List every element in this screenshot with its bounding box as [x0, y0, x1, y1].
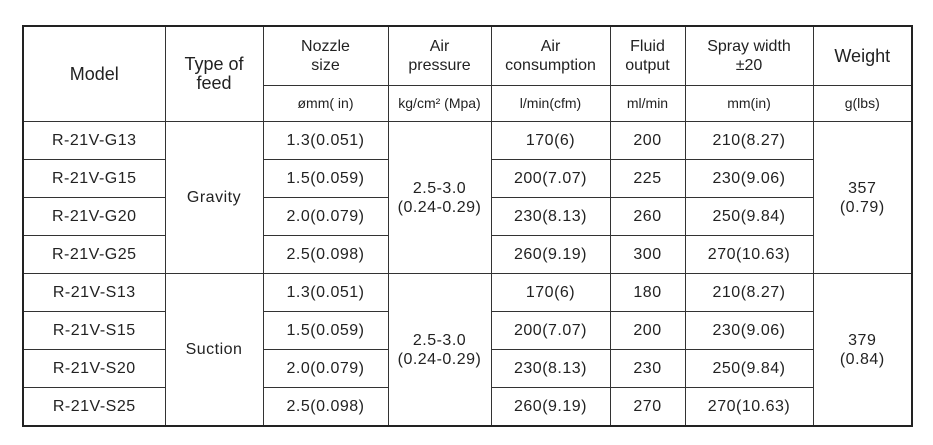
air-consumption-cell: 230(8.13) [490, 197, 611, 236]
nozzle-cell: 2.0(0.079) [262, 349, 389, 388]
unit-cell: g(lbs) [812, 85, 913, 122]
nozzle-cell: 1.3(0.051) [262, 273, 389, 312]
spray-width-cell: 270(10.63) [684, 387, 814, 427]
feed-cell: Gravity [164, 121, 264, 274]
spray-width-cell: 230(9.06) [684, 159, 814, 198]
air-consumption-cell: 260(9.19) [490, 235, 611, 274]
unit-cell: l/min(cfm) [490, 85, 611, 122]
weight-cell: 379 (0.84) [812, 273, 913, 427]
header-cell: Air pressure [387, 25, 492, 86]
unit-cell: ømm( in) [262, 85, 389, 122]
air-consumption-cell: 170(6) [490, 121, 611, 160]
air-consumption-cell: 170(6) [490, 273, 611, 312]
table-row: R-21V-S13 Suction 1.3(0.051) 2.5-3.0 (0.24-… [22, 273, 913, 427]
spray-width-cell: 250(9.84) [684, 349, 814, 388]
fluid-output-cell: 230 [609, 349, 686, 388]
air-consumption-cell: 230(8.13) [490, 349, 611, 388]
nozzle-cell: 1.3(0.051) [262, 121, 389, 160]
air-pressure-cell: 2.5-3.0 (0.24-0.29) [387, 273, 492, 427]
table-row: R-21V-S20 2.0(0.079) 230(8.13) 230 250(9.84) [22, 349, 912, 388]
fluid-output-cell: 270 [609, 387, 686, 427]
fluid-output-cell: 200 [609, 121, 686, 160]
unit-cell: kg/cm² (Mpa) [387, 85, 492, 122]
weight-cell: 357 (0.79) [812, 121, 913, 274]
spray-width-cell: 210(8.27) [684, 121, 814, 160]
air-consumption-cell: 200(7.07) [490, 159, 611, 198]
model-cell: R-21V-G20 [22, 197, 166, 236]
spec-table: Model Type of feed Nozzle size Air pressure… [22, 25, 913, 427]
spray-width-cell: 230(9.06) [684, 311, 814, 350]
fluid-output-cell: 180 [609, 273, 686, 312]
table-row: Model Type of feed Nozzle size Air pressure… [22, 25, 913, 122]
feed-cell: Suction [164, 273, 264, 427]
model-cell: R-21V-G25 [22, 235, 166, 274]
fluid-output-cell: 260 [609, 197, 686, 236]
unit-cell: ml/min [609, 85, 686, 122]
spray-width-cell: 250(9.84) [684, 197, 814, 236]
header-cell: Nozzle size [262, 25, 389, 86]
header-cell: Spray width ±20 [684, 25, 814, 86]
air-consumption-cell: 200(7.07) [490, 311, 611, 350]
table-row: R-21V-G25 2.5(0.098) 260(9.19) 300 270(10.63… [22, 235, 912, 274]
model-cell: R-21V-S20 [22, 349, 166, 388]
nozzle-cell: 2.5(0.098) [262, 235, 389, 274]
spray-width-cell: 210(8.27) [684, 273, 814, 312]
spray-width-cell: 270(10.63) [684, 235, 814, 274]
model-cell: R-21V-G15 [22, 159, 166, 198]
model-cell: R-21V-S13 [22, 273, 166, 312]
table-row: ømm( in) kg/cm² (Mpa) l/min(cfm) ml/min mm(i… [23, 85, 913, 122]
fluid-output-cell: 200 [609, 311, 686, 350]
air-consumption-cell: 260(9.19) [490, 387, 611, 427]
header-cell: Weight [812, 25, 913, 86]
nozzle-cell: 1.5(0.059) [262, 159, 389, 198]
fluid-output-cell: 300 [609, 235, 686, 274]
nozzle-cell: 1.5(0.059) [262, 311, 389, 350]
model-cell: R-21V-S15 [22, 311, 166, 350]
table-row: R-21V-S25 2.5(0.098) 260(9.19) 270 270(10.63… [22, 387, 912, 427]
header-cell: Fluid output [609, 25, 686, 86]
model-cell: R-21V-G13 [22, 121, 166, 160]
table-row: R-21V-G13 Gravity 1.3(0.051) 2.5-3.0 (0.24-… [22, 121, 913, 274]
table-row: R-21V-G15 1.5(0.059) 200(7.07) 225 230(9.06) [22, 159, 912, 198]
nozzle-cell: 2.0(0.079) [262, 197, 389, 236]
air-pressure-cell: 2.5-3.0 (0.24-0.29) [387, 121, 492, 274]
unit-cell: mm(in) [684, 85, 814, 122]
model-cell: R-21V-S25 [22, 387, 166, 427]
fluid-output-cell: 225 [609, 159, 686, 198]
header-cell: Type of feed [164, 25, 264, 122]
header-cell: Model [22, 25, 166, 122]
nozzle-cell: 2.5(0.098) [262, 387, 389, 427]
header-cell: Air consumption [490, 25, 611, 86]
